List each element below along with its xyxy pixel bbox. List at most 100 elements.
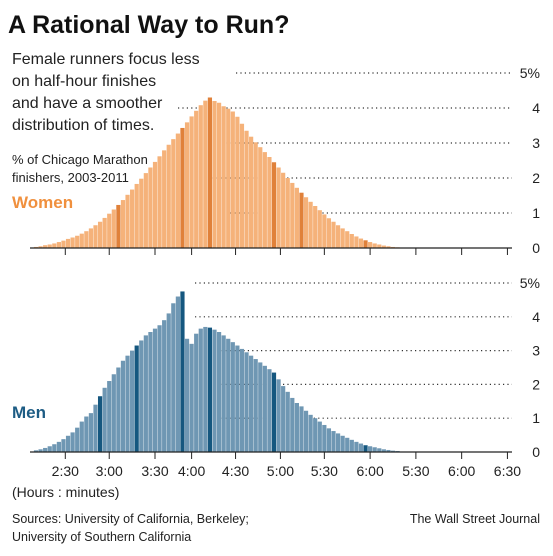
panel-label-women: Women (12, 193, 73, 212)
men-y-tick-label: 4 (532, 309, 540, 325)
women-bar (313, 206, 318, 248)
x-tick-label: 6:00 (356, 463, 383, 479)
men-bar (111, 374, 116, 452)
women-bar (285, 178, 290, 248)
men-bar (120, 360, 126, 452)
men-bar (43, 447, 48, 452)
men-bar (354, 441, 359, 452)
men-bar (70, 432, 75, 452)
x-tick-label: 5:30 (311, 463, 338, 479)
men-bar (271, 372, 277, 452)
men-bar (276, 379, 281, 452)
women-bar (152, 161, 158, 248)
women-bar (303, 197, 309, 248)
men-bar (390, 450, 396, 452)
men-bar (198, 328, 203, 452)
women-bar (120, 200, 126, 248)
women-bar (253, 142, 258, 248)
women-bar (102, 217, 107, 248)
women-bar (354, 236, 359, 248)
unit-note: % of Chicago Marathon finishers, 2003-20… (12, 152, 148, 185)
x-tick-label: 5:30 (402, 463, 429, 479)
unit-note-line-1: % of Chicago Marathon (12, 152, 148, 167)
men-bar (79, 421, 84, 452)
women-bar (111, 209, 116, 248)
x-tick-label: 5:00 (267, 463, 294, 479)
men-y-tick-label: 3 (532, 343, 540, 359)
women-bar (226, 108, 231, 248)
men-bar (88, 413, 94, 452)
men-bar (102, 387, 107, 452)
women-bar (84, 231, 89, 248)
men-bar (285, 391, 290, 452)
x-tick-label: 6:00 (448, 463, 475, 479)
women-bar (65, 238, 71, 248)
men-bar (381, 449, 386, 452)
men-bar (203, 326, 208, 452)
men-bar (162, 320, 167, 452)
women-bar (93, 225, 98, 248)
men-bar (322, 424, 327, 452)
women-bar (322, 214, 327, 248)
men-bar (249, 355, 254, 452)
women-bar (290, 182, 295, 248)
women-bar (216, 102, 222, 248)
men-bar (244, 352, 249, 452)
men-bar (97, 396, 103, 452)
subtitle-line-1: Female runners focus less (12, 51, 200, 68)
men-bar (317, 421, 322, 452)
men-bar (212, 329, 217, 452)
women-bar (107, 213, 112, 248)
women-bar (331, 221, 336, 248)
source-line-2: University of Southern California (12, 530, 191, 544)
women-bar (335, 225, 341, 248)
women-bar (326, 218, 332, 248)
sources: Sources: University of California, Berke… (12, 512, 249, 544)
men-bar (313, 418, 318, 452)
men-bar (331, 431, 336, 452)
women-y-tick-label: 5% (520, 65, 540, 81)
women-y-tick-label: 4 (532, 100, 540, 116)
men-bar (372, 447, 377, 452)
men-bar (281, 386, 286, 452)
men-bar (139, 340, 144, 452)
men-bar (207, 327, 213, 452)
women-bar (134, 183, 139, 248)
men-bar (345, 437, 350, 452)
men-bar (230, 342, 235, 452)
women-bar (75, 235, 80, 248)
women-bar (47, 244, 52, 248)
women-bar (249, 136, 254, 248)
men-bar (290, 397, 295, 452)
men-bar (386, 449, 391, 452)
men-bar (267, 369, 272, 452)
women-bar (212, 101, 217, 248)
unit-note-line-2: finishers, 2003-2011 (12, 170, 129, 185)
x-tick-label: 4:30 (222, 463, 249, 479)
women-bar (171, 139, 176, 248)
women-bar (88, 228, 94, 248)
women-y-tick-label: 2 (532, 170, 540, 186)
women-bar (271, 162, 277, 248)
women-bar (198, 105, 203, 248)
women-bar (230, 111, 235, 248)
women-bar (358, 238, 364, 248)
chart-title: A Rational Way to Run? (8, 11, 289, 39)
women-bar (317, 210, 322, 248)
men-bar (148, 332, 153, 452)
x-tick-label: 3:30 (141, 463, 168, 479)
men-bar (171, 303, 176, 452)
women-bar (308, 201, 313, 248)
women-bar (162, 150, 167, 248)
men-bar (335, 433, 341, 452)
women-bar (239, 123, 245, 248)
men-bar (47, 446, 52, 452)
men-bar (363, 445, 368, 452)
men-bar (358, 443, 364, 452)
women-bar (262, 152, 267, 248)
panel-label-men: Men (12, 403, 46, 422)
men-bar (239, 348, 245, 452)
men-bar (303, 410, 309, 452)
women-bar (235, 116, 240, 248)
men-bar (152, 328, 158, 452)
